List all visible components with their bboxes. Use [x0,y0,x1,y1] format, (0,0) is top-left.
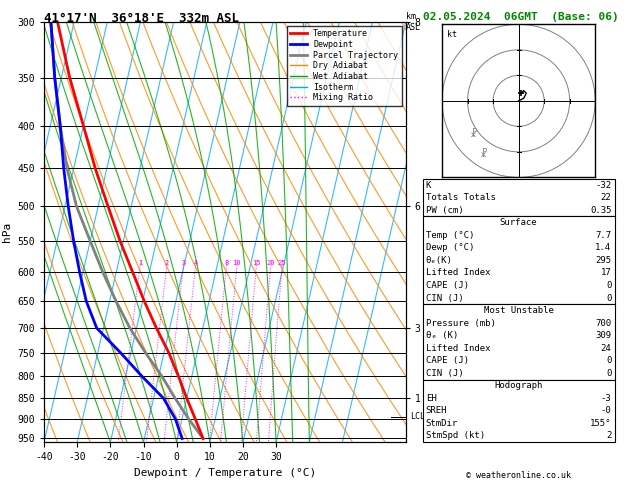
Text: Lifted Index: Lifted Index [426,268,491,278]
Text: 0.35: 0.35 [590,206,611,215]
Text: kt: kt [447,30,457,39]
Text: 20: 20 [267,260,275,266]
Text: 700: 700 [595,319,611,328]
Text: Most Unstable: Most Unstable [484,306,554,315]
Text: Pressure (mb): Pressure (mb) [426,319,496,328]
Y-axis label: hPa: hPa [2,222,12,242]
Text: 4: 4 [193,260,198,266]
Legend: Temperature, Dewpoint, Parcel Trajectory, Dry Adiabat, Wet Adiabat, Isotherm, Mi: Temperature, Dewpoint, Parcel Trajectory… [287,26,401,105]
Text: StmSpd (kt): StmSpd (kt) [426,432,485,440]
Text: CAPE (J): CAPE (J) [426,356,469,365]
Text: LCL: LCL [410,413,425,421]
Text: 0: 0 [606,281,611,290]
Text: -3: -3 [601,394,611,403]
Text: 15: 15 [252,260,260,266]
Text: Totals Totals: Totals Totals [426,193,496,202]
Text: Dewp (°C): Dewp (°C) [426,243,474,252]
Text: SREH: SREH [426,406,447,416]
Text: 02.05.2024  06GMT  (Base: 06): 02.05.2024 06GMT (Base: 06) [423,12,618,22]
Text: θₑ (K): θₑ (K) [426,331,458,340]
Text: 1.4: 1.4 [595,243,611,252]
Text: 41°17'N  36°18'E  332m ASL: 41°17'N 36°18'E 332m ASL [44,12,239,25]
Text: 2: 2 [606,432,611,440]
Text: 7.7: 7.7 [595,231,611,240]
Text: 0: 0 [606,369,611,378]
Text: © weatheronline.co.uk: © weatheronline.co.uk [466,471,571,480]
Text: ☧: ☧ [479,149,487,159]
Text: 8: 8 [225,260,228,266]
Text: ☧: ☧ [469,129,477,139]
Text: -32: -32 [595,181,611,190]
Text: 0: 0 [606,356,611,365]
Text: Lifted Index: Lifted Index [426,344,491,353]
Text: θₑ(K): θₑ(K) [426,256,453,265]
Text: 3: 3 [181,260,186,266]
Text: CIN (J): CIN (J) [426,294,464,302]
Y-axis label: Mixing Ratio (g/kg): Mixing Ratio (g/kg) [426,176,436,288]
Text: 309: 309 [595,331,611,340]
Text: km
ASL: km ASL [406,12,421,32]
Text: Temp (°C): Temp (°C) [426,231,474,240]
Text: Hodograph: Hodograph [494,382,543,390]
Text: StmDir: StmDir [426,419,458,428]
Text: 0: 0 [606,294,611,302]
Text: EH: EH [426,394,437,403]
Text: K: K [426,181,431,190]
X-axis label: Dewpoint / Temperature (°C): Dewpoint / Temperature (°C) [134,468,316,478]
Text: 2: 2 [165,260,169,266]
Text: CAPE (J): CAPE (J) [426,281,469,290]
Text: -0: -0 [601,406,611,416]
Text: 10: 10 [233,260,241,266]
Text: CIN (J): CIN (J) [426,369,464,378]
Text: 25: 25 [278,260,286,266]
Text: 17: 17 [601,268,611,278]
Text: 1: 1 [138,260,142,266]
Text: PW (cm): PW (cm) [426,206,464,215]
Text: Surface: Surface [500,218,537,227]
Text: 24: 24 [601,344,611,353]
Text: 295: 295 [595,256,611,265]
Text: 155°: 155° [590,419,611,428]
Text: 22: 22 [601,193,611,202]
